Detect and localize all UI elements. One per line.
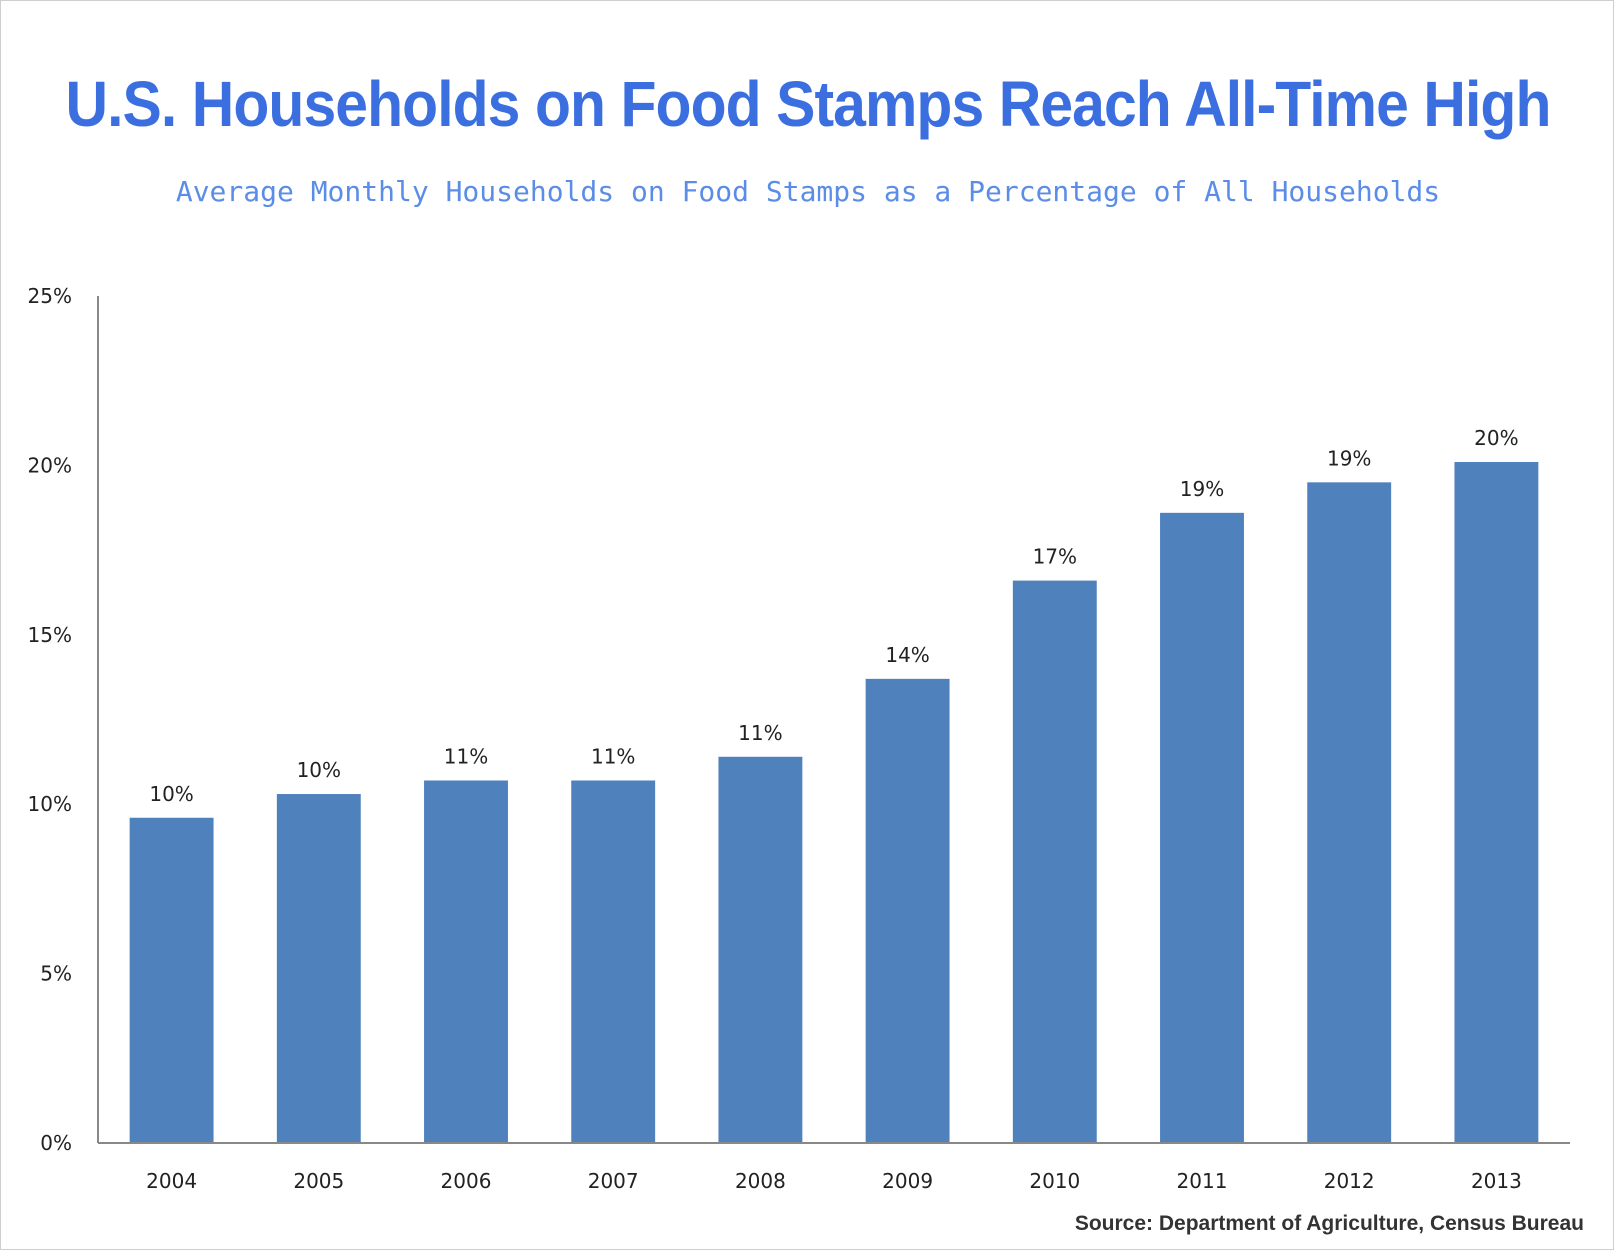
y-tick-label-5: 5% [40,962,72,986]
y-axis-ticks: 0% 5% 10% 15% 20% 25% [28,284,72,1155]
data-label-2013: 20% [1474,426,1518,450]
data-label-2007: 11% [591,744,635,768]
y-tick-label-15: 15% [28,623,72,647]
x-tick-label-2010: 2010 [1029,1169,1080,1193]
data-label-2008: 11% [738,721,782,745]
x-tick-label-2006: 2006 [441,1169,492,1193]
data-label-2010: 17% [1033,545,1077,569]
data-label-2006: 11% [444,744,488,768]
data-label-2011: 19% [1180,477,1224,501]
bar-2008 [718,756,803,1143]
bar-2005 [276,794,361,1143]
bar-2009 [865,678,950,1143]
data-label-2004: 10% [149,782,193,806]
data-label-2012: 19% [1327,446,1371,470]
chart-title: U.S. Households on Food Stamps Reach All… [65,68,1551,140]
data-label-2005: 10% [297,758,341,782]
x-tick-label-2008: 2008 [735,1169,786,1193]
bar-2006 [424,780,508,1143]
y-tick-label-10: 10% [28,792,72,816]
bar-2007 [571,780,656,1143]
data-label-2009: 14% [885,643,929,667]
x-tick-label-2005: 2005 [293,1169,344,1193]
y-tick-label-0: 0% [40,1131,72,1155]
x-tick-label-2012: 2012 [1324,1169,1375,1193]
x-tick-label-2009: 2009 [882,1169,933,1193]
x-tick-label-2007: 2007 [588,1169,639,1193]
y-tick-label-25: 25% [28,284,72,308]
bar-2011 [1160,512,1244,1143]
x-tick-label-2011: 2011 [1177,1169,1228,1193]
data-labels-group: 10% 10% 11% 11% 11% 14% 17% 19% 19% 20% [149,426,1518,806]
bars-group [129,462,1539,1144]
bar-2012 [1307,482,1392,1144]
bar-2010 [1012,580,1097,1143]
bar-2004 [129,817,214,1143]
x-tick-label-2013: 2013 [1471,1169,1522,1193]
bar-2013 [1454,462,1539,1144]
y-tick-label-20: 20% [28,453,72,477]
chart-subtitle: Average Monthly Households on Food Stamp… [175,175,1441,208]
x-tick-label-2004: 2004 [146,1169,197,1193]
source-note: Source: Department of Agriculture, Censu… [1074,1212,1584,1235]
x-axis-labels: 2004 2005 2006 2007 2008 2009 2010 2011 2012 2013 [146,1169,1522,1193]
